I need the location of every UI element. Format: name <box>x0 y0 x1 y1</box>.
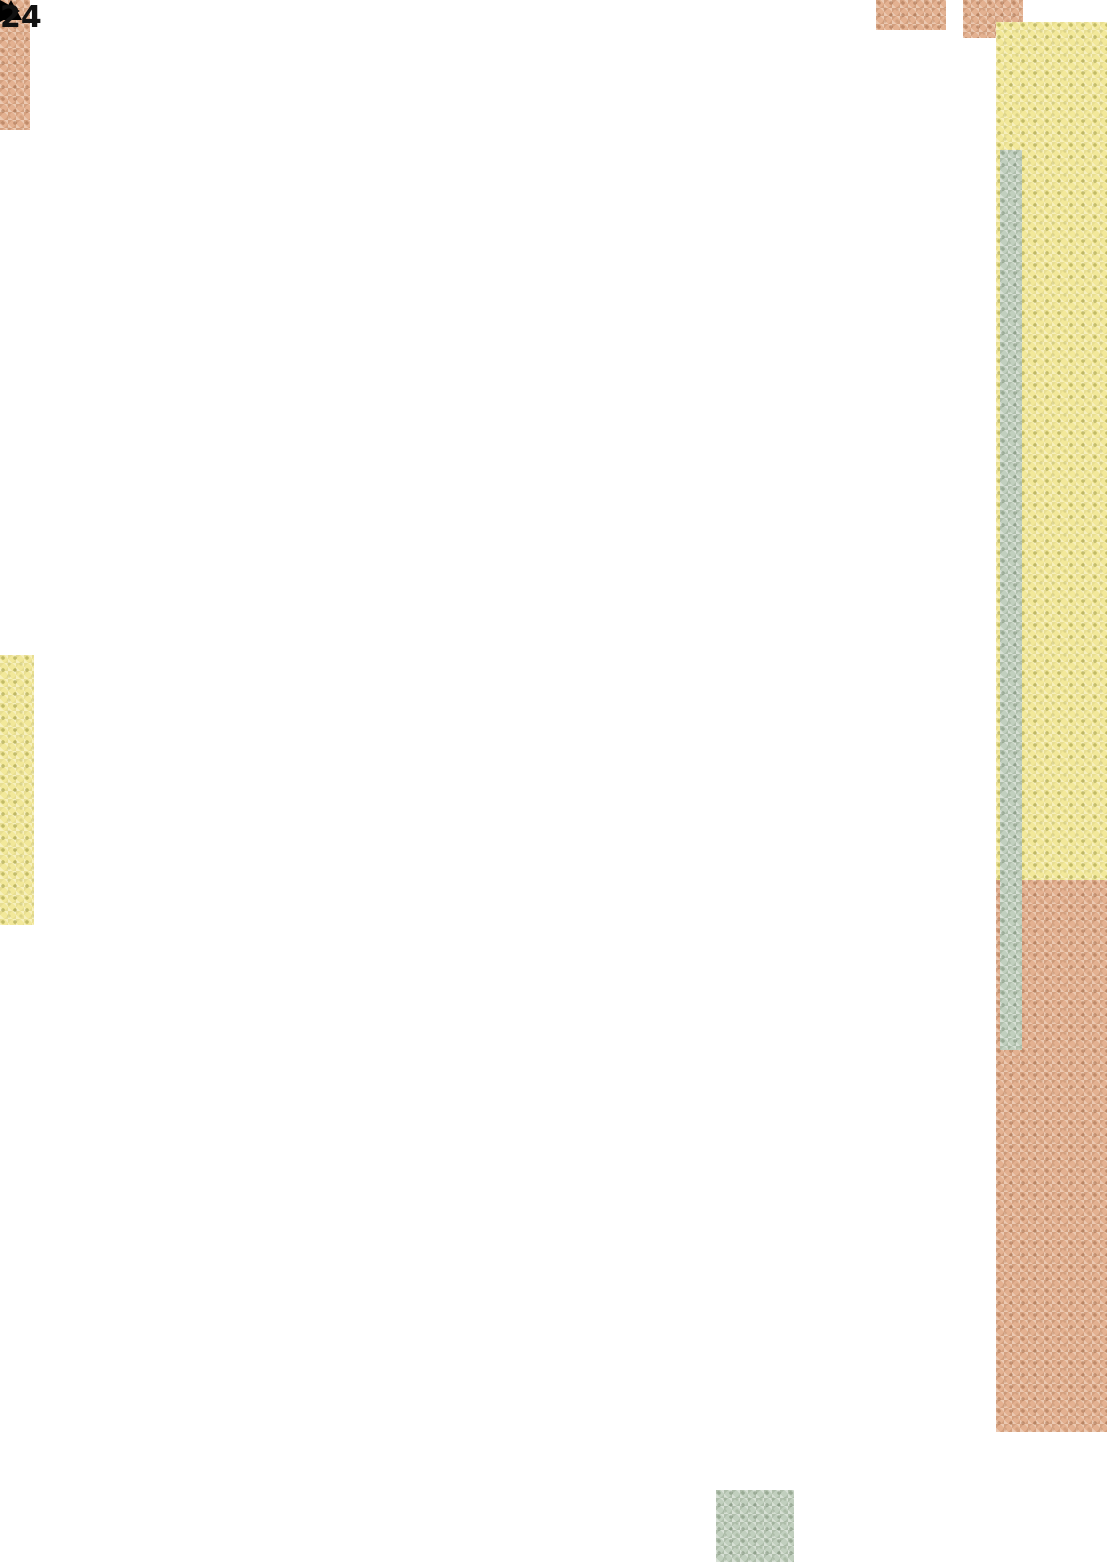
cross-stitch-chart[interactable] <box>38 28 998 1547</box>
page-number: 24 <box>0 0 42 35</box>
fabric-swatch-right-sage <box>1000 150 1022 1050</box>
chart-grid-canvas[interactable] <box>38 28 998 1547</box>
fabric-swatch-top-a <box>876 0 946 30</box>
horizontal-centre-arrow <box>0 0 22 20</box>
fabric-swatch-mid-left <box>0 655 34 925</box>
